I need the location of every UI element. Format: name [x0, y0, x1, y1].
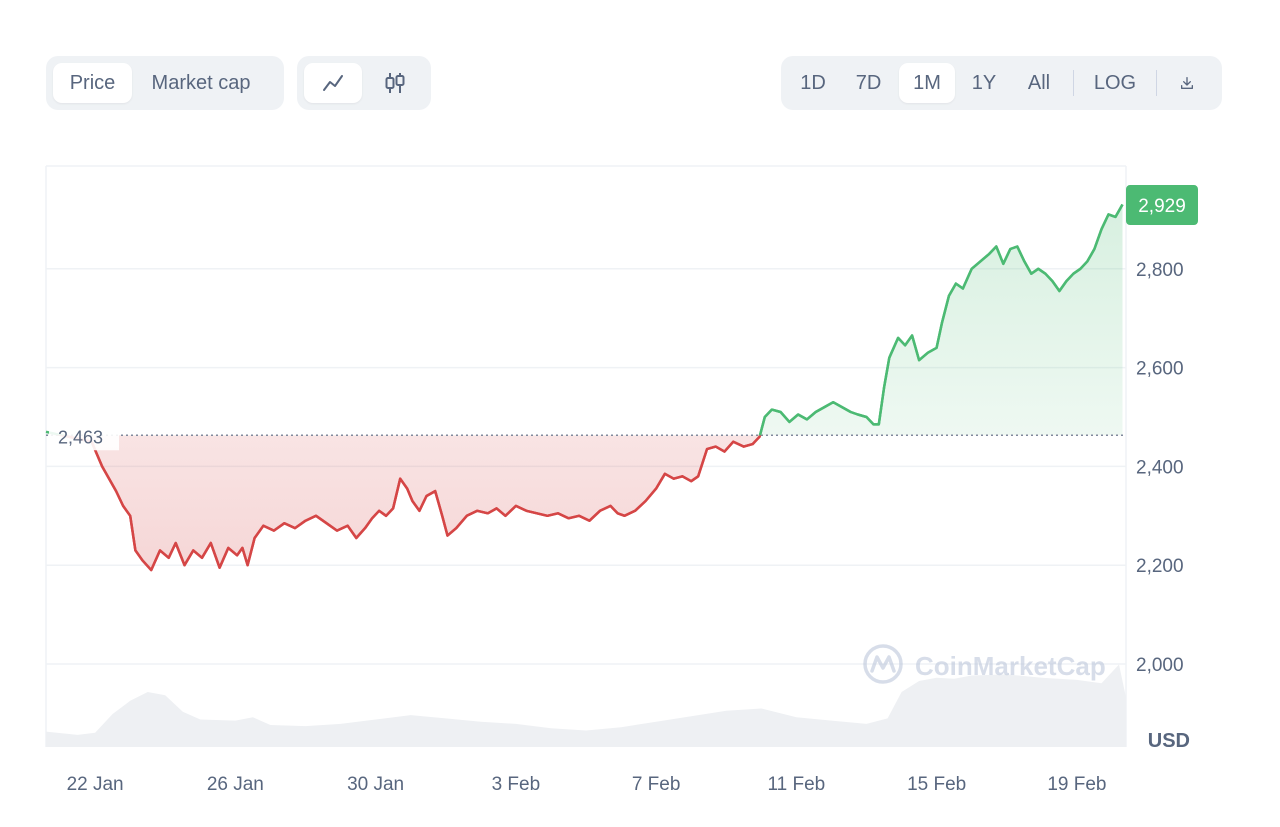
price-line-down	[56, 435, 761, 572]
y-tick-label: 2,000	[1136, 655, 1184, 676]
range-1d[interactable]: 1D	[800, 71, 826, 94]
price-line-up	[758, 203, 1124, 436]
current-price-badge: 2,929	[1126, 185, 1198, 226]
x-tick-label: 26 Jan	[207, 774, 264, 795]
svg-text:2,929: 2,929	[1138, 196, 1186, 217]
line-chart-icon	[323, 75, 343, 91]
baseline-label: 2,463	[49, 422, 119, 451]
y-tick-label: 2,400	[1136, 457, 1184, 478]
range-all[interactable]: All	[1027, 71, 1051, 94]
x-tick-label: 15 Feb	[907, 774, 966, 795]
chart-style-toggle	[297, 56, 431, 110]
svg-text:2,463: 2,463	[58, 427, 103, 447]
area-fill-up	[46, 204, 1123, 436]
candlestick-icon	[385, 73, 405, 93]
y-tick-label: 2,600	[1136, 359, 1184, 380]
area-fill-down	[61, 435, 760, 571]
y-axis: 2,800 2,600 2,400 2,200 2,000	[1136, 260, 1184, 676]
range-1m[interactable]: 1M	[899, 63, 955, 103]
watermark-text: CoinMarketCap	[915, 651, 1106, 681]
y-tick-label: 2,200	[1136, 556, 1184, 577]
x-axis: 22 Jan 26 Jan 30 Jan 3 Feb 7 Feb 11 Feb 15 Feb…	[67, 774, 1107, 795]
log-scale-button[interactable]: LOG	[1093, 71, 1137, 94]
x-tick-label: 7 Feb	[632, 774, 681, 795]
price-marketcap-toggle: Price Market cap	[46, 56, 284, 110]
range-1y[interactable]: 1Y	[971, 71, 997, 94]
download-icon	[1181, 77, 1193, 89]
tab-price[interactable]: Price	[53, 63, 132, 103]
divider	[1073, 70, 1074, 96]
range-7d[interactable]: 7D	[855, 71, 882, 94]
time-range-toggle: 1D 7D 1M 1Y All LOG	[781, 56, 1222, 110]
y-tick-label: 2,800	[1136, 260, 1184, 281]
divider	[1156, 70, 1157, 96]
x-tick-label: 30 Jan	[347, 774, 404, 795]
x-tick-label: 22 Jan	[67, 774, 124, 795]
currency-label: USD	[1148, 730, 1190, 752]
x-tick-label: 19 Feb	[1047, 774, 1106, 795]
x-tick-label: 3 Feb	[492, 774, 541, 795]
volume-area	[46, 664, 1126, 747]
coinmarketcap-watermark: CoinMarketCap	[863, 644, 1106, 684]
x-tick-label: 11 Feb	[768, 774, 826, 795]
line-chart-button[interactable]	[304, 63, 362, 103]
download-button[interactable]	[1165, 63, 1209, 103]
candlestick-button[interactable]	[366, 63, 424, 103]
tab-market-cap[interactable]: Market cap	[151, 71, 251, 94]
